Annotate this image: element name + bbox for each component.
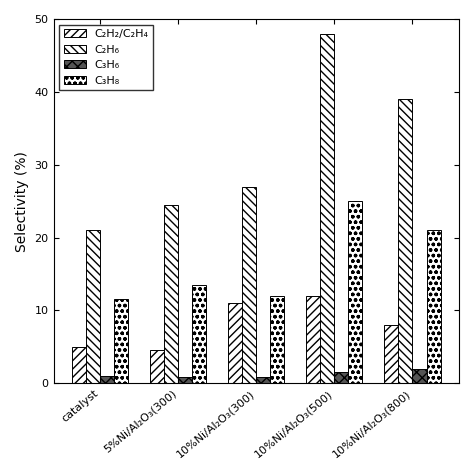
Bar	[427, 230, 440, 383]
Bar	[384, 325, 399, 383]
Bar	[178, 377, 192, 383]
Bar	[228, 303, 242, 383]
Bar	[306, 296, 320, 383]
Bar	[150, 350, 164, 383]
Bar	[192, 285, 206, 383]
Bar	[270, 296, 284, 383]
Bar	[86, 230, 100, 383]
Bar	[72, 347, 86, 383]
Bar	[164, 205, 178, 383]
Bar	[256, 377, 270, 383]
Bar	[242, 187, 256, 383]
Bar	[334, 372, 348, 383]
Bar	[348, 201, 363, 383]
Bar	[114, 300, 128, 383]
Bar	[320, 34, 334, 383]
Bar	[412, 369, 427, 383]
Bar	[100, 376, 114, 383]
Y-axis label: Selectivity (%): Selectivity (%)	[15, 151, 29, 252]
Bar	[399, 99, 412, 383]
Legend: C₂H₂/C₂H₄, C₂H₆, C₃H₆, C₃H₈: C₂H₂/C₂H₄, C₂H₆, C₃H₆, C₃H₈	[59, 25, 153, 90]
